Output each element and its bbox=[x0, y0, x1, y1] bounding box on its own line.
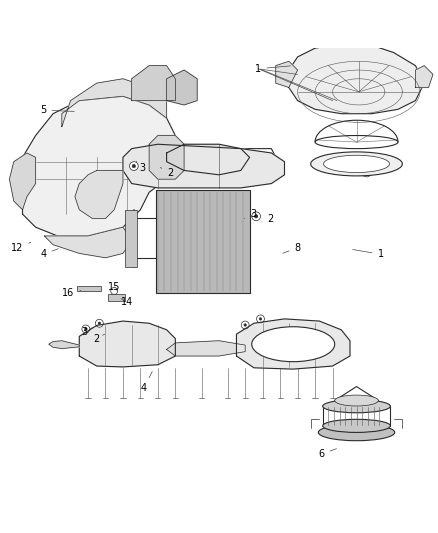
Text: 3: 3 bbox=[81, 327, 92, 337]
Polygon shape bbox=[416, 66, 433, 87]
Text: 8: 8 bbox=[283, 243, 300, 253]
Ellipse shape bbox=[335, 395, 378, 406]
Circle shape bbox=[137, 156, 144, 163]
Circle shape bbox=[254, 215, 258, 218]
Polygon shape bbox=[166, 144, 250, 175]
Text: 15: 15 bbox=[108, 282, 120, 293]
Polygon shape bbox=[166, 341, 245, 356]
Ellipse shape bbox=[323, 419, 390, 432]
Text: 2: 2 bbox=[160, 167, 173, 178]
Ellipse shape bbox=[318, 424, 395, 441]
Text: 14: 14 bbox=[121, 297, 134, 308]
Bar bbox=[108, 294, 125, 302]
Circle shape bbox=[252, 212, 261, 221]
Polygon shape bbox=[79, 321, 175, 367]
Text: 1: 1 bbox=[255, 64, 290, 74]
Circle shape bbox=[98, 322, 101, 325]
Text: 6: 6 bbox=[318, 449, 336, 459]
Circle shape bbox=[241, 321, 249, 329]
Circle shape bbox=[259, 318, 262, 320]
Circle shape bbox=[111, 287, 118, 294]
Ellipse shape bbox=[324, 155, 389, 173]
Circle shape bbox=[128, 156, 135, 163]
Text: 16: 16 bbox=[62, 288, 81, 298]
Bar bbox=[155, 190, 250, 293]
Circle shape bbox=[95, 319, 103, 327]
Text: 2: 2 bbox=[262, 214, 274, 224]
Polygon shape bbox=[75, 171, 123, 219]
Polygon shape bbox=[49, 341, 79, 349]
Circle shape bbox=[130, 161, 138, 171]
Text: 2: 2 bbox=[94, 334, 105, 344]
Polygon shape bbox=[132, 66, 175, 101]
Circle shape bbox=[131, 158, 133, 161]
Polygon shape bbox=[22, 96, 180, 236]
Circle shape bbox=[139, 158, 142, 161]
Text: 1: 1 bbox=[353, 249, 384, 259]
Circle shape bbox=[132, 164, 136, 168]
Text: 4: 4 bbox=[141, 372, 152, 393]
Polygon shape bbox=[289, 44, 424, 114]
Bar bbox=[125, 210, 138, 266]
Polygon shape bbox=[237, 319, 350, 369]
Polygon shape bbox=[10, 153, 35, 210]
Ellipse shape bbox=[311, 152, 403, 176]
Text: 4: 4 bbox=[40, 249, 58, 259]
Polygon shape bbox=[276, 61, 297, 87]
Circle shape bbox=[257, 315, 265, 323]
Circle shape bbox=[82, 325, 90, 333]
Polygon shape bbox=[44, 227, 132, 258]
Bar bbox=[77, 286, 101, 292]
Text: 12: 12 bbox=[11, 243, 31, 253]
Polygon shape bbox=[123, 144, 285, 188]
Polygon shape bbox=[166, 70, 197, 105]
Polygon shape bbox=[149, 135, 184, 179]
Ellipse shape bbox=[323, 400, 390, 413]
Circle shape bbox=[85, 328, 87, 330]
Text: 3: 3 bbox=[244, 209, 256, 219]
Text: 3: 3 bbox=[136, 161, 146, 173]
Circle shape bbox=[244, 324, 247, 326]
Ellipse shape bbox=[252, 327, 335, 362]
Text: 5: 5 bbox=[40, 105, 74, 115]
Polygon shape bbox=[62, 79, 166, 127]
